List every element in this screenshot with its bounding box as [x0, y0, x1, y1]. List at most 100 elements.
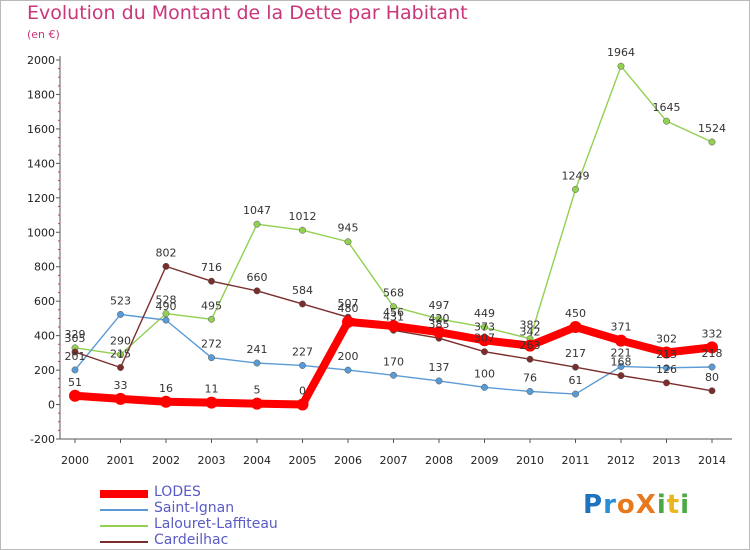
data-label: 126: [656, 363, 677, 376]
data-label: 302: [656, 333, 677, 346]
data-label: 218: [702, 347, 723, 360]
y-tick-label: 800: [34, 261, 55, 274]
legend-swatch: [100, 541, 148, 543]
legend-label: Lalouret-Laffiteau: [154, 516, 278, 532]
data-point: [390, 303, 397, 311]
data-point: [299, 361, 306, 369]
logo-letter: i: [680, 490, 691, 520]
data-label: 1012: [289, 210, 317, 223]
chart-title: Evolution du Montant de la Dette par Hab…: [27, 2, 468, 24]
data-point: [251, 397, 263, 410]
data-label: 945: [338, 222, 359, 235]
y-tick-label: 0: [48, 399, 55, 412]
logo-letter: t: [666, 490, 681, 520]
data-point: [481, 383, 488, 391]
data-label: 0: [299, 385, 306, 398]
x-tick-label: 2008: [425, 454, 453, 467]
x-tick-label: 2006: [334, 454, 362, 467]
x-tick-label: 2005: [289, 454, 317, 467]
x-tick-label: 2007: [380, 454, 408, 467]
y-tick-label: 1000: [27, 226, 55, 239]
data-label: 272: [201, 338, 222, 351]
legend-label: LODES: [154, 484, 201, 500]
data-point: [344, 238, 352, 246]
data-label: 385: [429, 318, 450, 331]
data-label: 201: [65, 350, 86, 363]
data-label: 373: [474, 320, 495, 333]
data-point: [208, 277, 215, 285]
data-point: [344, 366, 352, 374]
data-label: 523: [110, 294, 131, 307]
chart-subtitle: (en €): [27, 28, 60, 41]
data-point: [524, 339, 536, 352]
data-label: 5: [254, 384, 261, 397]
data-label: 568: [383, 287, 404, 300]
data-label: 342: [520, 326, 541, 339]
x-tick-label: 2010: [516, 454, 544, 467]
data-label: 802: [156, 246, 177, 259]
data-point: [481, 348, 488, 356]
data-point: [117, 364, 124, 371]
data-point: [572, 363, 579, 371]
data-point: [663, 117, 670, 125]
data-point: [617, 62, 625, 70]
data-label: 329: [65, 328, 86, 341]
legend: LODES Saint-Ignan Lalouret-Laffiteau Cardei…: [100, 484, 360, 550]
y-tick-label: 1400: [27, 157, 55, 170]
x-tick-label: 2009: [471, 454, 499, 467]
y-tick-label: 1200: [27, 192, 55, 205]
data-point: [435, 377, 443, 385]
logo-letter: X: [635, 490, 657, 520]
data-label: 382: [520, 319, 541, 332]
y-tick-label: 400: [34, 330, 55, 343]
legend-label: Saint-Ignan: [154, 500, 235, 516]
data-point: [435, 315, 443, 323]
data-label: 584: [292, 284, 313, 297]
data-label: 660: [247, 271, 268, 284]
data-point: [663, 379, 670, 387]
data-point: [617, 372, 625, 380]
data-label: 490: [156, 300, 177, 313]
data-point: [69, 389, 81, 402]
data-point: [526, 388, 534, 395]
y-tick-label: -200: [30, 433, 55, 446]
data-point: [660, 346, 673, 359]
data-label: 11: [205, 383, 219, 396]
data-label: 480: [338, 302, 359, 315]
data-point: [708, 387, 716, 395]
data-point: [708, 363, 716, 371]
data-label: 497: [429, 299, 450, 312]
data-label: 1047: [243, 204, 271, 217]
data-point: [433, 326, 445, 339]
data-point: [253, 287, 261, 295]
data-point: [71, 348, 79, 356]
series-lines: [69, 62, 718, 411]
data-point: [253, 359, 261, 367]
data-labels: 51 33 16 11 5 0 480 456 420 373 342 450 371 302 332 201…: [65, 46, 727, 397]
data-label: 33: [114, 379, 128, 392]
logo-letter: i: [656, 490, 667, 520]
data-point: [71, 366, 79, 374]
axes: -200020040060080010001200140016001800200…: [27, 54, 732, 467]
data-label: 332: [702, 327, 723, 340]
data-label: 137: [429, 361, 450, 374]
data-label: 456: [383, 306, 404, 319]
data-point: [253, 220, 261, 228]
data-label: 371: [611, 321, 632, 334]
data-point: [481, 323, 488, 331]
x-tick-label: 2004: [243, 454, 271, 467]
x-tick-label: 2000: [61, 454, 89, 467]
x-tick-label: 2013: [653, 454, 681, 467]
data-label: 305: [65, 332, 86, 345]
data-label: 507: [338, 297, 359, 310]
data-label: 290: [110, 335, 131, 348]
data-label: 1524: [698, 122, 726, 135]
data-point: [572, 390, 579, 398]
data-label: 1249: [562, 169, 590, 182]
logo-letter: o: [616, 490, 636, 520]
legend-swatch: [100, 490, 148, 498]
data-point: [478, 334, 491, 347]
legend-item: Saint-Ignan: [100, 500, 360, 518]
data-label: 221: [611, 346, 632, 359]
